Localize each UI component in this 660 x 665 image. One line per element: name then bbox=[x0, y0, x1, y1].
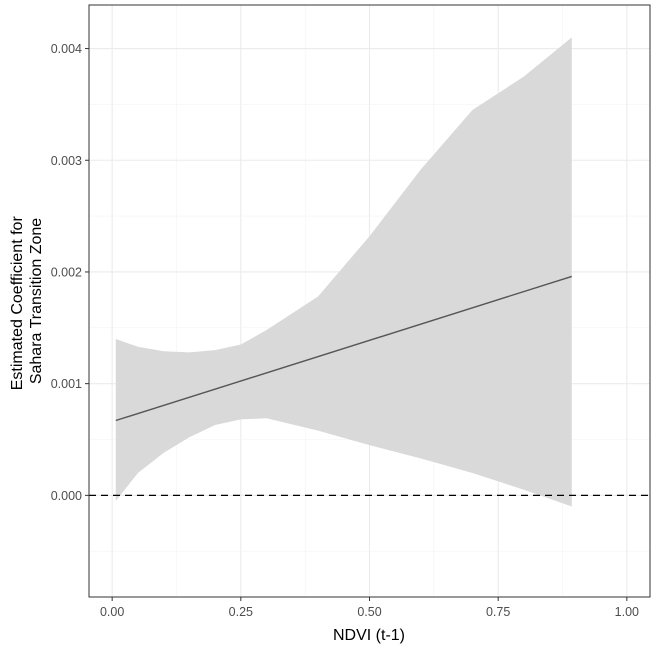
x-tick-label: 0.25 bbox=[229, 605, 253, 619]
y-tick-label: 0.003 bbox=[51, 154, 82, 168]
y-tick-label: 0.001 bbox=[51, 377, 82, 391]
y-axis-label-line-1: Estimated Coefficient for bbox=[9, 216, 26, 391]
y-tick-label: 0.004 bbox=[51, 42, 82, 56]
x-axis-label: NDVI (t-1) bbox=[333, 627, 405, 644]
x-axis: 0.00 0.25 0.50 0.75 1.00 bbox=[100, 597, 639, 619]
confidence-ribbon bbox=[115, 37, 572, 507]
x-tick-label: 0.75 bbox=[486, 605, 510, 619]
y-axis-label: Estimated Coefficient for Sahara Transit… bbox=[9, 212, 45, 390]
y-axis: 0.000 0.001 0.002 0.003 0.004 bbox=[51, 42, 89, 503]
y-axis-label-line-2: Sahara Transition Zone bbox=[28, 218, 45, 384]
y-tick-label: 0.000 bbox=[51, 489, 82, 503]
y-tick-label: 0.002 bbox=[51, 265, 82, 279]
fitted-line bbox=[115, 275, 572, 422]
x-tick-label: 0.00 bbox=[100, 605, 124, 619]
x-tick-label: 0.50 bbox=[357, 605, 381, 619]
x-tick-label: 1.00 bbox=[615, 605, 639, 619]
